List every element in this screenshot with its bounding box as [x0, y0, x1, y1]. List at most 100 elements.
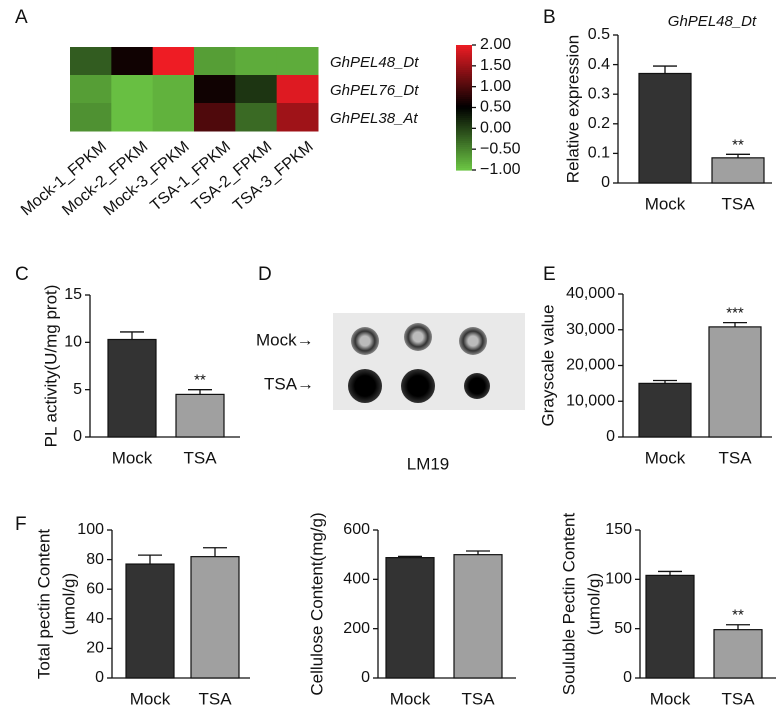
blot-dot — [351, 327, 379, 355]
colorbar-segment — [456, 157, 472, 161]
colorbar-segment — [456, 142, 472, 146]
y-axis-label: Cellulose Content(mg/g) — [307, 512, 326, 695]
colorbar-segment — [456, 149, 472, 152]
colorbar-segment — [456, 120, 472, 123]
significance-label: *** — [726, 305, 744, 322]
colorbar-segment — [456, 113, 472, 117]
bar — [638, 72, 692, 184]
colorbar-segment — [456, 126, 472, 129]
colorbar-segment — [456, 161, 472, 165]
row-label: GhPEL76_Dt — [330, 82, 419, 99]
caption: LM19 — [407, 454, 450, 473]
colorbar-segment — [456, 153, 472, 157]
colorbar-segment — [456, 82, 472, 86]
heatmap-cell — [235, 47, 278, 76]
x-tick-label: TSA — [198, 689, 232, 708]
colorbar-segment — [456, 78, 472, 82]
x-tick-label: Mock — [112, 448, 153, 467]
colorbar-segment — [456, 63, 472, 67]
colorbar-segment — [456, 111, 472, 115]
row-label: GhPEL38_At — [330, 110, 418, 127]
colorbar-segment — [456, 103, 472, 107]
colorbar-segment — [456, 99, 472, 102]
heatmap-cell — [152, 75, 195, 104]
colorbar-segment — [456, 122, 472, 125]
row-label: TSA→ — [264, 374, 314, 393]
heatmap-cell — [70, 75, 112, 104]
y-axis-label: (umol/g) — [584, 573, 603, 635]
colorbar-segment — [456, 107, 472, 111]
x-tick-label: Mock — [650, 689, 691, 708]
y-tick-label: 20 — [86, 640, 104, 657]
bar — [107, 338, 157, 438]
colorbar-tick-label: 1.00 — [480, 78, 511, 95]
y-tick-label: 0 — [95, 669, 104, 686]
colorbar-segment — [456, 163, 472, 167]
panel-label: E — [543, 264, 556, 285]
x-tick-label: TSA — [461, 689, 495, 708]
colorbar-tick-label: 0.00 — [480, 120, 511, 137]
y-tick-label: 0 — [361, 669, 370, 686]
blot-dot — [348, 369, 382, 403]
colorbar-segment — [456, 155, 472, 159]
colorbar-segment — [456, 70, 472, 73]
bar — [125, 563, 175, 679]
colorbar-segment — [456, 117, 472, 121]
colorbar-segment — [456, 84, 472, 88]
colorbar-segment — [456, 45, 472, 48]
y-tick-label: 0 — [606, 428, 615, 445]
y-tick-label: 80 — [86, 551, 104, 568]
heatmap-cell — [152, 103, 195, 132]
colorbar-segment — [456, 67, 472, 71]
significance-label: ** — [732, 136, 744, 153]
bar — [638, 382, 692, 438]
x-tick-label: TSA — [721, 194, 755, 213]
heatmap-cell — [235, 75, 278, 104]
colorbar-segment — [456, 76, 472, 79]
y-tick-label: 40,000 — [566, 285, 615, 302]
colorbar-segment — [456, 92, 472, 96]
colorbar-segment — [456, 147, 472, 150]
bar — [708, 326, 762, 438]
colorbar-tick-label: −1.00 — [480, 161, 521, 178]
y-tick-label: 15 — [64, 286, 82, 303]
colorbar-segment — [456, 140, 472, 144]
panel-label: D — [258, 264, 272, 285]
colorbar-tick-label: 0.50 — [480, 99, 511, 116]
heatmap-cell — [276, 75, 319, 104]
y-axis-label: (umol/g) — [59, 573, 78, 635]
x-tick-label: TSA — [718, 448, 752, 467]
colorbar-segment — [456, 95, 472, 98]
colorbar-tick-label: −0.50 — [480, 140, 521, 157]
y-axis-label: Total pectin Content — [34, 529, 53, 680]
bar — [190, 556, 240, 679]
colorbar-segment — [456, 90, 472, 94]
blot-dot — [404, 323, 432, 351]
heatmap-cell — [111, 47, 154, 76]
heatmap-cell — [194, 75, 236, 104]
y-tick-label: 0 — [73, 428, 82, 445]
colorbar-segment — [456, 57, 472, 61]
significance-label: ** — [194, 372, 206, 389]
y-tick-label: 200 — [343, 620, 370, 637]
panel-label: C — [15, 264, 29, 285]
blot-dot — [464, 373, 490, 399]
colorbar-segment — [456, 136, 472, 140]
y-tick-label: 5 — [73, 381, 82, 398]
bar — [385, 557, 435, 679]
colorbar-segment — [456, 165, 472, 169]
heatmap-cell — [152, 47, 195, 76]
colorbar-segment — [456, 61, 472, 65]
y-tick-label: 0.1 — [588, 145, 610, 162]
x-tick-label: Mock — [645, 448, 686, 467]
colorbar-segment — [456, 115, 472, 119]
heatmap-cell — [111, 75, 154, 104]
heatmap-cell — [235, 103, 278, 132]
y-tick-label: 10 — [64, 334, 82, 351]
panel-label: A — [15, 7, 28, 28]
heatmap-cell — [111, 103, 154, 132]
y-tick-label: 30,000 — [566, 321, 615, 338]
x-tick-label: Mock — [645, 194, 686, 213]
colorbar-segment — [456, 138, 472, 142]
colorbar-segment — [456, 109, 472, 113]
